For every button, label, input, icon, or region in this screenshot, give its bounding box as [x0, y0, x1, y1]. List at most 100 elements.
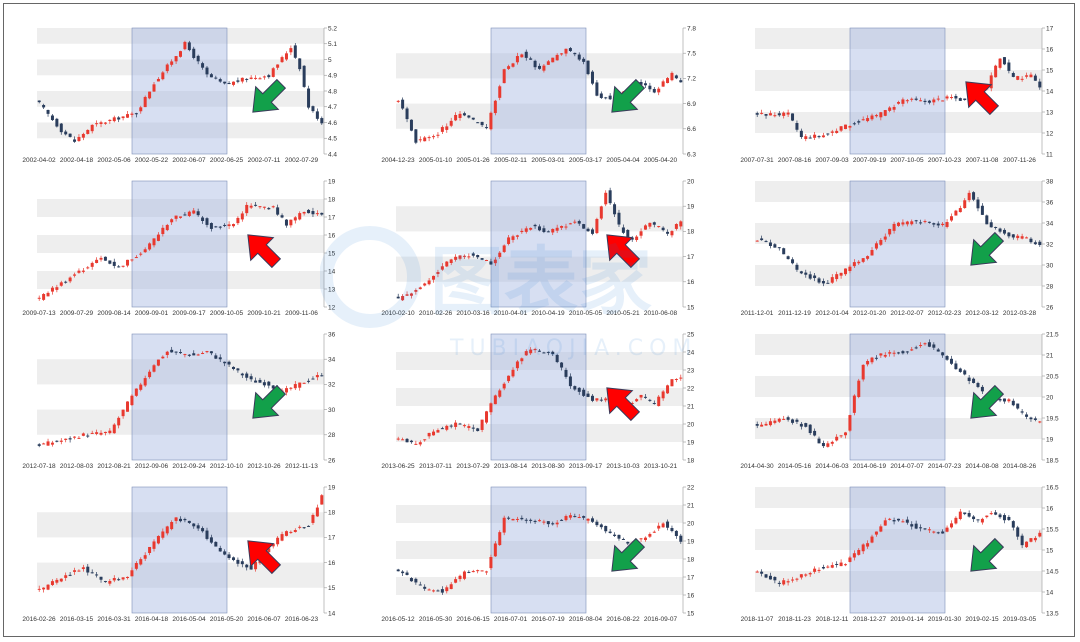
candle-body — [130, 570, 134, 577]
candle-body — [405, 572, 409, 575]
candle-body — [187, 354, 191, 356]
arrow-shape — [606, 387, 641, 422]
candle-body — [949, 523, 953, 528]
candle-body — [315, 507, 319, 517]
candle-body — [1029, 74, 1033, 78]
candle-body — [901, 351, 905, 354]
candle-body — [152, 84, 156, 92]
candle-body — [760, 112, 764, 114]
candle-body — [666, 521, 670, 528]
candle-body — [1007, 62, 1011, 71]
candle-body — [590, 395, 594, 401]
candle-body — [196, 55, 200, 62]
candle-body — [271, 385, 275, 389]
y-tick-label: 17 — [1046, 25, 1054, 32]
candle-body — [861, 119, 865, 121]
candle-body — [883, 236, 887, 240]
candle-body — [280, 215, 284, 218]
candle-body — [958, 208, 962, 213]
y-tick-label: 28 — [328, 432, 336, 439]
candle-body — [236, 80, 240, 82]
candle-body — [755, 571, 759, 573]
candle-body — [976, 199, 980, 209]
candle-body — [284, 219, 288, 226]
candle-body — [245, 204, 249, 214]
candle-body — [1029, 538, 1033, 542]
candle-body — [910, 349, 914, 351]
x-tick-label: 2007-11-08 — [966, 157, 999, 164]
candle-body — [454, 422, 458, 427]
x-tick-label: 2009-07-29 — [60, 310, 94, 317]
candle-body — [231, 557, 235, 561]
candle-body — [826, 282, 830, 284]
candle-body — [485, 411, 489, 423]
candle-body — [401, 571, 405, 574]
candle-body — [161, 227, 165, 235]
x-tick-label: 2013-07-11 — [419, 463, 452, 470]
candle-body — [209, 223, 213, 229]
candle-body — [271, 206, 275, 208]
candle-body — [826, 443, 830, 447]
candle-body — [839, 126, 843, 131]
candle-body — [1025, 414, 1029, 417]
candle-body — [112, 261, 116, 266]
candle-body — [170, 61, 174, 65]
highlight-window — [490, 27, 587, 155]
candle-body — [1016, 76, 1020, 80]
x-tick-label: 2010-06-08 — [644, 310, 678, 317]
candle-body — [577, 221, 581, 224]
candle-body — [590, 71, 594, 84]
candle-body — [192, 48, 196, 58]
x-tick-label: 2002-04-02 — [22, 157, 56, 164]
candle-body — [179, 518, 182, 522]
candle-body — [568, 48, 572, 52]
candle-body — [511, 519, 515, 521]
y-tick-label: 30 — [1046, 262, 1054, 269]
chart-panel-1: 5.2 5.1 5 4.9 4.8 4.7 4.6 4.5 4.4 2002-04-02 2002-… — [22, 25, 337, 164]
candle-body — [949, 216, 953, 221]
candle-body — [817, 438, 821, 444]
y-tick-label: 21.5 — [1046, 331, 1059, 338]
candle-body — [799, 574, 803, 578]
candle-body — [874, 243, 878, 249]
candle-body — [68, 438, 72, 440]
candle-body — [546, 351, 550, 353]
candle-body — [121, 116, 125, 119]
candle-body — [50, 442, 54, 445]
candle-body — [897, 222, 900, 226]
candle-body — [418, 139, 422, 141]
candle-body — [573, 221, 577, 223]
candle-body — [139, 384, 143, 390]
candle-body — [192, 523, 196, 527]
candle-body — [910, 98, 914, 100]
candle-body — [857, 549, 861, 555]
candle-body — [293, 530, 297, 533]
candle-body — [768, 421, 772, 426]
candle-body — [117, 117, 121, 120]
candle-body — [307, 525, 311, 527]
candle-body — [311, 106, 315, 112]
grid-band — [37, 59, 324, 76]
candle-body — [786, 581, 790, 583]
candle-body — [573, 386, 577, 390]
candle-body — [73, 274, 77, 276]
candle-body — [755, 424, 759, 426]
candle-body — [418, 442, 422, 445]
candle-body — [1038, 81, 1042, 88]
candle-body — [941, 352, 945, 356]
candle-body — [409, 293, 413, 296]
candle-body — [994, 512, 998, 515]
candle-body — [666, 78, 670, 84]
x-tick-label: 2005-03-01 — [531, 157, 565, 164]
y-tick-label: 12 — [1046, 130, 1054, 137]
grid-band — [396, 424, 683, 442]
candle-body — [657, 88, 661, 93]
candle-body — [674, 530, 678, 537]
candle-body — [148, 243, 152, 250]
candle-body — [892, 520, 896, 522]
candle-body — [861, 258, 865, 262]
candle-body — [298, 526, 302, 528]
candle-body — [64, 575, 68, 578]
x-tick-label: 2016-05-30 — [419, 616, 453, 623]
